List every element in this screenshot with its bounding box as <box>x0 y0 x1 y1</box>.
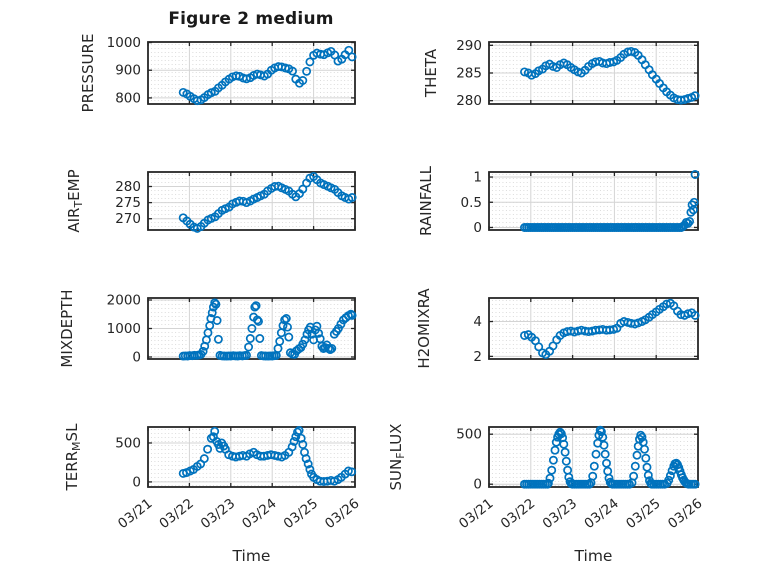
x-tick-label: 03/23 <box>540 496 581 533</box>
y-tick-label: 270 <box>115 211 141 227</box>
y-axis-label: H2OMIXRA <box>415 288 433 369</box>
y-axis-label: PRESSURE <box>79 34 97 113</box>
air_temp-series <box>178 172 357 233</box>
y-tick-label: 500 <box>456 427 482 443</box>
minor-grid <box>491 174 696 229</box>
x-tick-label: 03/23 <box>198 496 239 533</box>
mixdepth-series <box>178 298 357 361</box>
axes-box <box>488 171 699 231</box>
y-tick-label: 280 <box>115 179 141 195</box>
major-grid <box>148 298 355 359</box>
y-tick-label: 4 <box>473 314 482 330</box>
x-tick-label: 03/24 <box>239 496 280 533</box>
tick-marks <box>147 427 356 487</box>
y-tick-label: 0 <box>132 350 141 366</box>
pressure-series <box>178 45 357 106</box>
sun_flux-series <box>520 425 700 489</box>
x-tick-label: 03/26 <box>665 496 706 533</box>
y-tick-label: 285 <box>456 66 482 82</box>
y-axis-label: SUNFLUX <box>387 424 407 491</box>
y-tick-label: 0 <box>132 474 141 490</box>
y-tick-label: 0 <box>473 477 482 493</box>
y-tick-label: 1000 <box>107 321 141 337</box>
tick-marks <box>488 42 699 104</box>
subplot-mixdepth: 0 1000 2000 MIXDEPTH <box>58 289 357 368</box>
y-axis-label: THETA <box>422 48 440 98</box>
y-tick-label: 290 <box>456 38 482 54</box>
y-tick-label: 0.5 <box>461 195 482 211</box>
x-tick-label: 03/24 <box>581 496 622 533</box>
y-tick-label: 2 <box>473 349 482 365</box>
y-tick-label: 275 <box>115 195 141 211</box>
minor-grid <box>491 300 696 358</box>
figure-title: Figure 2 medium <box>168 9 334 29</box>
rainfall-series <box>520 170 700 232</box>
x-tick-label: 03/25 <box>623 496 664 533</box>
y-tick-label: 900 <box>115 63 141 79</box>
x-tick-label: 03/26 <box>322 496 363 533</box>
subplot-terr_msl: 0 500 TERRMSL 03/21 03/22 03/23 03/24 03/25 03/2… <box>63 423 362 532</box>
theta-series <box>520 46 700 105</box>
x-tick-label: 03/21 <box>456 496 497 533</box>
tick-marks <box>147 172 356 230</box>
y-tick-label: 0 <box>473 220 482 236</box>
y-axis-label: MIXDEPTH <box>58 289 76 367</box>
subplot-pressure: 800 900 1000 PRESSURE <box>79 34 357 113</box>
y-tick-label: 1 <box>473 170 482 186</box>
y-tick-label: 800 <box>115 90 141 106</box>
y-axis-label: AIRTEMP <box>65 169 85 232</box>
axes-box <box>147 41 356 105</box>
axes-box <box>147 171 356 231</box>
y-tick-label: 280 <box>456 93 482 109</box>
x-tick-label: 03/25 <box>281 496 322 533</box>
y-tick-label: 2000 <box>107 292 141 308</box>
terr_msl-series <box>178 426 357 486</box>
subplot-sun_flux: 0 500 SUNFLUX 03/21 03/22 03/23 03/24 03/25 03/2… <box>387 424 705 533</box>
major-grid <box>489 42 698 104</box>
minor-grid <box>491 429 696 486</box>
tick-marks <box>488 298 699 359</box>
subplot-h2omixra: 2 4 H2OMIXRA <box>415 288 700 369</box>
y-axis-label: TERRMSL <box>63 423 83 492</box>
tick-marks <box>488 172 699 230</box>
y-axis-label: RAINFALL <box>417 165 435 236</box>
h2omixra-series <box>520 298 700 360</box>
xlabel-time-right: Time <box>574 547 613 565</box>
x-tick-label: 03/22 <box>156 496 197 533</box>
x-tick-label: 03/21 <box>115 496 156 533</box>
x-tick-label: 03/22 <box>498 496 539 533</box>
y-tick-label: 500 <box>115 435 141 451</box>
subplot-rainfall: 0 0.5 1 RAINFALL <box>417 165 700 236</box>
axes-box <box>488 426 699 488</box>
xlabel-time-left: Time <box>232 547 271 565</box>
axes-box <box>147 426 356 488</box>
axes-box <box>488 297 699 360</box>
major-grid <box>489 172 698 230</box>
subplot-theta: 280 285 290 THETA <box>422 38 700 109</box>
y-tick-label: 1000 <box>107 35 141 51</box>
